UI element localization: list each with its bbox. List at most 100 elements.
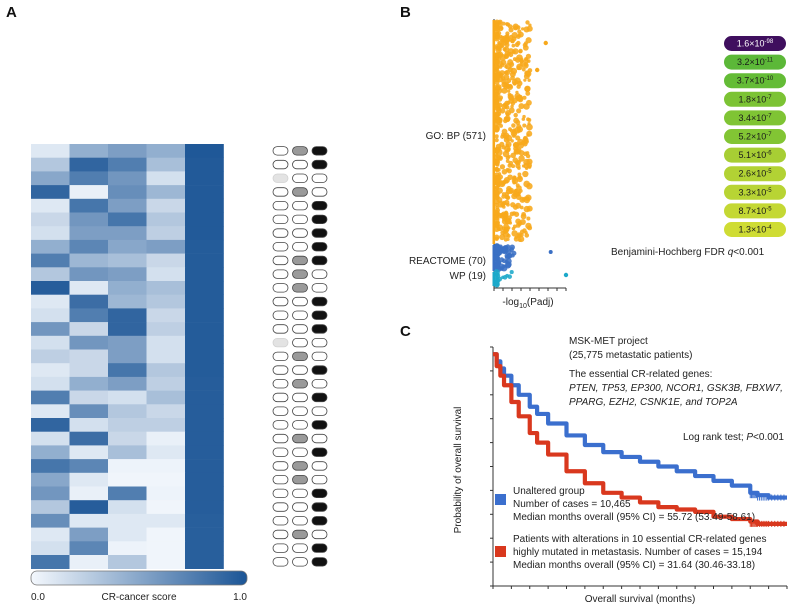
annotation-marker-black	[311, 502, 328, 512]
go-bp-term-dot	[518, 48, 523, 54]
go-bp-term-dot	[504, 51, 510, 57]
annotation-marker-black	[311, 516, 328, 526]
annotation-marker-empty	[292, 310, 308, 320]
go-bp-term-dot	[522, 95, 527, 100]
go-bp-term-dot	[512, 176, 517, 182]
reactome-term-dot	[509, 244, 515, 250]
go-bp-term-dot	[509, 128, 514, 133]
annotation-marker-black	[311, 420, 328, 430]
padj-exponent: -4	[766, 225, 772, 231]
heatmap-cell	[146, 445, 186, 460]
annotation-marker-grey	[292, 255, 308, 266]
heatmap-cell	[108, 527, 147, 542]
panel-b-enrichment-plot	[492, 19, 569, 291]
go-bp-term-dot	[521, 67, 526, 72]
go-bp-term-dot	[526, 208, 531, 212]
heatmap-cell	[108, 445, 147, 460]
go-bp-term-dot	[505, 159, 510, 164]
panel-a-heatmap	[31, 144, 224, 569]
heatmap-cell	[146, 171, 186, 186]
go-bp-term-dot	[493, 147, 501, 154]
go-bp-term-dot	[525, 153, 531, 159]
go-bp-term-dot	[523, 162, 530, 169]
heatmap-cell	[108, 363, 147, 378]
padj-exponent: -11	[765, 58, 774, 64]
go-bp-term-dot	[518, 155, 525, 162]
annotation-marker-black	[311, 228, 328, 238]
heatmap-cell	[108, 239, 147, 254]
enriched-terms-list: 1.6×10-983.2×10-113.7×10-101.8×10-73.4×1…	[724, 36, 786, 237]
padj-exponent: -7	[766, 113, 772, 119]
heatmap-cell	[31, 253, 70, 268]
padj-mantissa: 3.3×10	[738, 187, 766, 197]
go-bp-term-dot	[516, 63, 523, 71]
annotation-marker-black	[311, 488, 328, 499]
legend-unaltered-line-2: Number of cases = 10,465	[513, 499, 631, 510]
heatmap-cell	[185, 308, 224, 323]
go-bp-term-dot	[503, 134, 508, 139]
heatmap-cell	[185, 527, 224, 542]
annotation-marker-light	[272, 173, 289, 183]
go-bp-term-dot	[493, 126, 500, 133]
go-bp-term-dot	[513, 145, 519, 152]
heatmap-cell	[185, 171, 224, 186]
go-bp-term-dot	[499, 108, 506, 114]
go-bp-term-dot	[493, 172, 500, 179]
heatmap-cell	[108, 144, 147, 158]
fdr-footnote: Benjamini-Hochberg FDR q<0.001	[611, 247, 765, 258]
padj-value: 5.2×10-7	[738, 132, 772, 142]
heatmap-cell	[146, 431, 186, 446]
km-legend: Unaltered group Number of cases = 10,465…	[495, 486, 766, 571]
go-bp-term-dot	[494, 167, 499, 172]
km-curve-unaltered	[493, 352, 787, 500]
annotation-marker-empty	[272, 146, 289, 156]
heatmap-cell	[146, 349, 186, 364]
heatmap-cell	[69, 555, 109, 569]
heatmap-cell	[185, 157, 224, 172]
heatmap-cell	[69, 431, 109, 446]
go-bp-term-dot	[494, 202, 499, 208]
padj-mantissa: 5.1×10	[738, 150, 766, 160]
heatmap-cell	[31, 198, 70, 213]
annotation-marker-empty	[292, 392, 308, 403]
heatmap-cell	[69, 541, 109, 556]
heatmap-cell	[185, 281, 224, 295]
go-bp-term-dot	[523, 103, 530, 110]
heatmap-cell	[108, 157, 147, 172]
padj-value: 8.7×10-5	[738, 206, 772, 216]
annotation-marker-empty	[292, 502, 308, 512]
annotation-marker-empty	[272, 502, 289, 512]
reactome-term-dot	[495, 259, 502, 267]
legend-unaltered-line-1: Unaltered group	[513, 486, 585, 497]
heatmap-cell	[108, 431, 147, 446]
padj-mantissa: 3.7×10	[737, 76, 765, 86]
go-bp-term-dot	[526, 182, 533, 190]
go-bp-outlier-dot	[535, 67, 540, 73]
go-bp-term-dot	[522, 44, 529, 51]
heatmap-cell	[69, 294, 109, 309]
reactome-term-dot	[504, 254, 510, 260]
heatmap-cell	[31, 294, 70, 309]
annotation-marker-empty	[272, 474, 289, 485]
annotation-marker-grey	[292, 379, 308, 389]
go-bp-term-dot	[511, 79, 518, 86]
wp-term-dot	[493, 269, 500, 276]
heatmap-cell	[146, 308, 186, 323]
padj-mantissa: 1.8×10	[738, 94, 766, 104]
annotation-marker-grey	[292, 474, 308, 485]
annotation-marker-empty	[292, 488, 308, 499]
heatmap-cell	[69, 500, 109, 515]
annotation-marker-empty	[272, 351, 289, 362]
go-bp-term-dot	[503, 216, 507, 220]
annotation-marker-empty	[292, 200, 308, 211]
reactome-term-dot	[494, 248, 500, 255]
go-bp-term-dot	[494, 134, 499, 139]
heatmap-cell	[108, 253, 147, 268]
go-bp-term-dot	[521, 140, 527, 146]
annotation-marker-empty	[292, 214, 308, 225]
category-reactome: REACTOME (70)	[409, 256, 486, 267]
go-bp-term-dot	[524, 233, 530, 238]
padj-value: 3.3×10-5	[738, 187, 772, 197]
km-title: MSK-MET project	[569, 336, 648, 347]
colorbar-min-label: 0.0	[31, 592, 45, 603]
